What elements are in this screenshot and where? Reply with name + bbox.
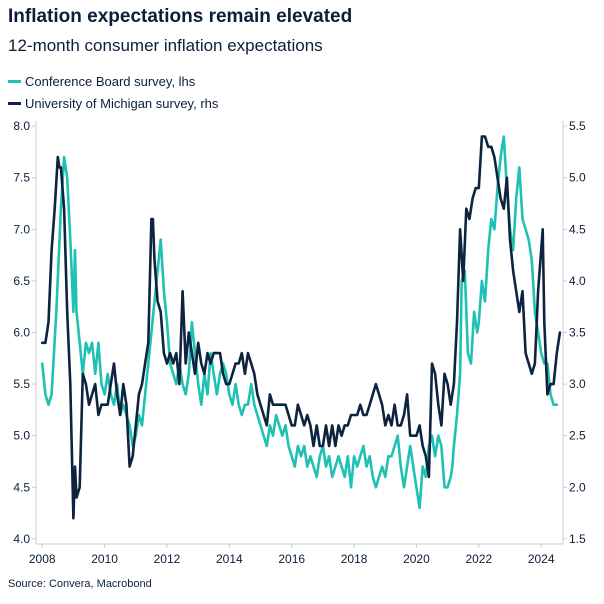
series-line-michigan [40,135,562,520]
right-tick-label: 2.0 [569,480,586,494]
right-tick-label: 4.0 [569,274,586,288]
left-tick-label: 4.0 [13,532,30,546]
right-tick-label: 5.5 [569,119,586,133]
left-tick-label: 6.5 [13,274,30,288]
right-tick-label: 1.5 [569,532,586,546]
legend-swatch-michigan [8,101,21,105]
legend-item-conference-board: Conference Board survey, lhs [8,70,218,92]
right-tick-label: 3.5 [569,326,586,340]
x-tick-label: 2010 [91,552,118,566]
legend-swatch-conference-board [8,79,21,83]
left-tick-label: 5.5 [13,377,30,391]
chart-title: Inflation expectations remain elevated [8,6,353,27]
x-tick-label: 2022 [465,552,492,566]
x-tick-label: 2020 [403,552,430,566]
x-tick-label: 2012 [154,552,181,566]
x-tick-label: 2008 [29,552,56,566]
x-tick-label: 2024 [528,552,555,566]
legend-label-conference-board: Conference Board survey, lhs [25,73,196,89]
right-tick-label: 3.0 [569,377,586,391]
series-line-conference-board [40,135,559,510]
x-tick-label: 2014 [216,552,243,566]
x-tick-label: 2018 [341,552,368,566]
left-tick-label: 7.5 [13,171,30,185]
left-tick-label: 8.0 [13,119,30,133]
left-tick-label: 6.0 [13,326,30,340]
left-tick-label: 4.5 [13,480,30,494]
source-note: Source: Convera, Macrobond [8,578,152,590]
right-tick-label: 4.5 [569,222,586,236]
legend: Conference Board survey, lhs University … [8,70,218,114]
legend-label-michigan: University of Michigan survey, rhs [25,95,219,111]
legend-item-michigan: University of Michigan survey, rhs [8,92,218,114]
left-tick-label: 7.0 [13,222,30,236]
x-tick-label: 2016 [278,552,305,566]
left-tick-label: 5.0 [13,429,30,443]
right-tick-label: 2.5 [569,429,586,443]
chart-subtitle: 12-month consumer inflation expectations [8,36,323,55]
right-tick-label: 5.0 [569,171,586,185]
